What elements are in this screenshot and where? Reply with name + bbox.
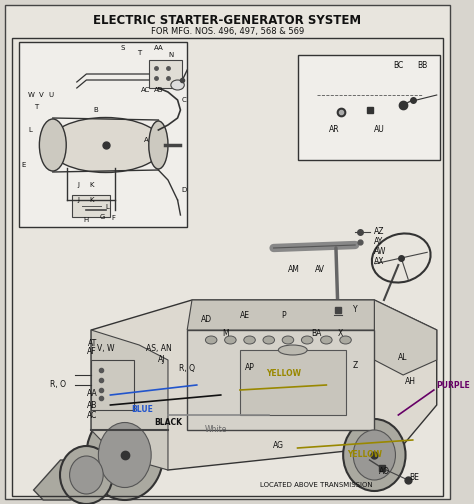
- Ellipse shape: [99, 422, 151, 487]
- Bar: [187, 330, 374, 430]
- Bar: [240, 350, 346, 415]
- Ellipse shape: [70, 456, 103, 494]
- Ellipse shape: [149, 121, 168, 169]
- Text: AG: AG: [273, 440, 284, 450]
- Text: BC: BC: [393, 60, 403, 70]
- Text: AD: AD: [201, 316, 212, 325]
- Text: AZ: AZ: [374, 227, 385, 236]
- Text: BE: BE: [410, 473, 419, 482]
- Text: BA: BA: [311, 329, 322, 338]
- Text: AB: AB: [154, 87, 163, 93]
- Polygon shape: [34, 460, 113, 500]
- Polygon shape: [91, 330, 168, 470]
- Polygon shape: [187, 300, 374, 330]
- Text: V: V: [39, 92, 44, 98]
- Ellipse shape: [282, 336, 294, 344]
- Text: AB: AB: [87, 401, 97, 409]
- Text: G: G: [100, 214, 105, 220]
- Text: X: X: [338, 329, 343, 338]
- Text: AC: AC: [87, 411, 97, 420]
- Ellipse shape: [48, 117, 163, 172]
- Text: H: H: [84, 217, 89, 223]
- Text: E: E: [22, 162, 26, 168]
- Text: N: N: [168, 52, 173, 58]
- Text: LOCATED ABOVE TRANSMISSION: LOCATED ABOVE TRANSMISSION: [260, 482, 373, 488]
- Ellipse shape: [343, 419, 406, 491]
- Text: Y: Y: [353, 305, 357, 314]
- Text: S: S: [121, 45, 125, 51]
- Text: AS, AN: AS, AN: [146, 344, 171, 352]
- Polygon shape: [91, 300, 437, 470]
- Text: BLUE: BLUE: [131, 405, 153, 414]
- Bar: [91, 360, 135, 410]
- Text: M: M: [222, 329, 229, 338]
- Text: AV: AV: [315, 266, 325, 275]
- Text: K: K: [89, 182, 93, 188]
- Ellipse shape: [244, 336, 255, 344]
- Text: White: White: [205, 425, 227, 434]
- Bar: [149, 60, 182, 88]
- Text: U: U: [48, 92, 54, 98]
- Text: AP: AP: [245, 363, 255, 372]
- Text: L: L: [29, 127, 33, 133]
- Text: AA: AA: [87, 389, 98, 398]
- Text: AC: AC: [141, 87, 151, 93]
- Text: J: J: [78, 197, 80, 203]
- Ellipse shape: [60, 446, 113, 504]
- Ellipse shape: [353, 430, 395, 480]
- Ellipse shape: [171, 80, 184, 90]
- Text: D: D: [182, 187, 187, 193]
- Text: B: B: [93, 107, 99, 113]
- Bar: [19, 42, 187, 227]
- Text: AA: AA: [154, 45, 163, 51]
- Text: AU: AU: [374, 125, 384, 135]
- Text: J: J: [78, 182, 80, 188]
- Text: V, W: V, W: [97, 344, 114, 352]
- Text: BB: BB: [417, 60, 428, 70]
- Polygon shape: [374, 300, 437, 375]
- Text: AE: AE: [240, 310, 250, 320]
- Text: AF: AF: [87, 347, 97, 356]
- Text: AM: AM: [288, 266, 300, 275]
- Ellipse shape: [205, 336, 217, 344]
- Text: AL: AL: [398, 353, 408, 362]
- Text: C: C: [182, 97, 187, 103]
- Bar: [72, 195, 110, 217]
- Text: BLACK: BLACK: [154, 418, 182, 427]
- Text: FOR MFG. NOS. 496, 497, 568 & 569: FOR MFG. NOS. 496, 497, 568 & 569: [151, 27, 304, 36]
- Text: YELLOW: YELLOW: [265, 369, 301, 378]
- Text: R, Q: R, Q: [179, 363, 195, 372]
- Text: ELECTRIC STARTER-GENERATOR SYSTEM: ELECTRIC STARTER-GENERATOR SYSTEM: [93, 14, 362, 27]
- Text: AW: AW: [374, 247, 387, 257]
- Text: AY: AY: [374, 237, 383, 246]
- Text: K: K: [89, 197, 93, 203]
- Text: AJ: AJ: [157, 355, 165, 364]
- Text: P: P: [281, 310, 285, 320]
- Text: W: W: [28, 92, 35, 98]
- Ellipse shape: [278, 345, 307, 355]
- Text: AX: AX: [374, 258, 385, 267]
- Bar: [298, 55, 439, 160]
- Ellipse shape: [320, 336, 332, 344]
- Text: AT: AT: [88, 340, 97, 348]
- Text: AR: AR: [329, 125, 339, 135]
- Ellipse shape: [225, 336, 236, 344]
- Text: A: A: [144, 137, 148, 143]
- Ellipse shape: [340, 336, 351, 344]
- Text: F: F: [111, 215, 115, 221]
- Text: AO: AO: [378, 468, 390, 476]
- Text: PURPLE: PURPLE: [437, 381, 471, 390]
- Text: YELLOW: YELLOW: [347, 450, 382, 459]
- Ellipse shape: [39, 119, 66, 171]
- Text: Z: Z: [353, 360, 358, 369]
- Ellipse shape: [301, 336, 313, 344]
- Ellipse shape: [86, 410, 163, 500]
- Ellipse shape: [263, 336, 274, 344]
- Text: L: L: [106, 204, 109, 210]
- Text: R, O: R, O: [50, 381, 65, 390]
- Text: T: T: [34, 104, 38, 110]
- Text: AH: AH: [405, 377, 416, 387]
- Text: T: T: [137, 50, 141, 56]
